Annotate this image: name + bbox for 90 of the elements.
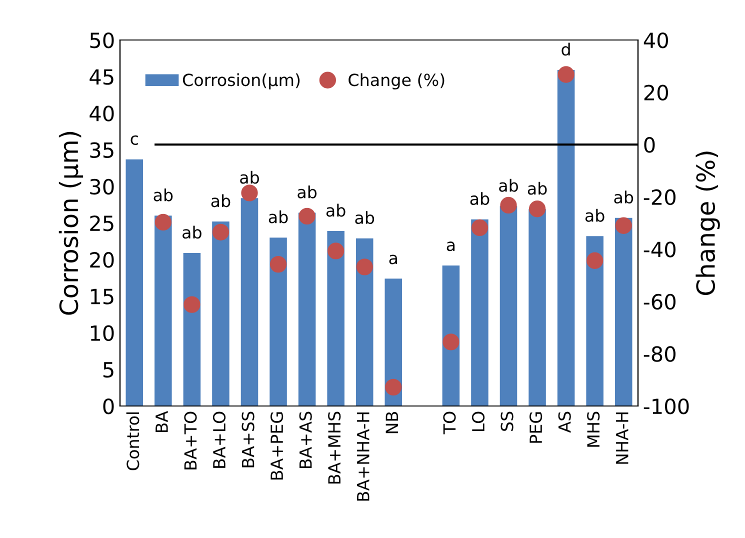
data-label: ab bbox=[355, 211, 374, 224]
point bbox=[328, 242, 344, 260]
x-tick-label: BA+AS bbox=[299, 412, 312, 468]
point bbox=[241, 184, 258, 202]
y-tick-label: 45 bbox=[90, 69, 114, 85]
y-tick-label: 10 bbox=[90, 325, 114, 342]
bar bbox=[270, 238, 287, 406]
y2-tick-label: -100 bbox=[644, 398, 689, 414]
point bbox=[558, 66, 574, 83]
data-label: ab bbox=[614, 190, 634, 204]
bar bbox=[384, 278, 402, 406]
data-label: ab bbox=[499, 178, 518, 192]
point bbox=[184, 296, 200, 313]
x-tick-label: BA bbox=[156, 411, 168, 432]
bar bbox=[442, 265, 460, 406]
bar bbox=[327, 231, 344, 406]
bar bbox=[528, 209, 546, 406]
data-label: ab bbox=[154, 188, 173, 202]
x-tick-label: MHS bbox=[587, 412, 600, 447]
bar bbox=[154, 216, 172, 406]
data-label: ab bbox=[211, 194, 230, 208]
legend-label: Corrosion(µm) bbox=[182, 73, 300, 90]
y2-tick-label: -20 bbox=[644, 189, 676, 206]
y2-tick-label: -40 bbox=[644, 242, 676, 258]
y-tick-label: 0 bbox=[103, 398, 114, 414]
x-tick-label: LO bbox=[472, 412, 485, 432]
data-label: ab bbox=[268, 210, 288, 224]
data-label: d bbox=[562, 42, 570, 56]
x-tick-label: NB bbox=[386, 412, 398, 434]
data-label: ab bbox=[326, 204, 346, 217]
data-label: a bbox=[446, 242, 455, 252]
x-tick-label: BA+NHA-H bbox=[357, 412, 370, 501]
x-tick-label: BA+SS bbox=[242, 412, 254, 468]
x-tick-label: BA+PEG bbox=[270, 412, 284, 480]
data-label: a bbox=[389, 254, 397, 264]
point bbox=[154, 214, 172, 231]
point bbox=[212, 224, 230, 240]
data-label: ab bbox=[240, 170, 259, 184]
y-tick-label: 50 bbox=[90, 32, 114, 48]
y2-tick-label: 20 bbox=[644, 84, 668, 100]
y2-tick-label: -60 bbox=[644, 294, 676, 310]
x-tick-label: Control bbox=[126, 412, 140, 470]
point bbox=[528, 200, 546, 218]
data-label: ab bbox=[298, 186, 317, 198]
bar bbox=[586, 236, 604, 406]
bar bbox=[240, 198, 258, 406]
y-axis-title: Corrosion (µm) bbox=[58, 132, 84, 315]
x-tick-label: PEG bbox=[530, 412, 542, 443]
bar bbox=[212, 222, 230, 406]
bar bbox=[298, 212, 316, 406]
data-label: c bbox=[130, 135, 138, 145]
x-tick-label: TO bbox=[443, 412, 456, 434]
point bbox=[586, 252, 604, 269]
y-tick-label: 30 bbox=[90, 178, 114, 195]
bar bbox=[471, 219, 488, 406]
point bbox=[442, 334, 460, 350]
bar bbox=[614, 218, 632, 406]
x-tick-label: BA+LO bbox=[212, 412, 226, 468]
y-tick-label: 40 bbox=[90, 106, 114, 122]
y2-tick-label: -80 bbox=[644, 346, 676, 362]
bar bbox=[500, 206, 518, 406]
y-tick-label: 35 bbox=[90, 142, 114, 158]
y2-axis-title: Change (%) bbox=[696, 152, 720, 296]
bar bbox=[356, 238, 374, 406]
point bbox=[500, 196, 517, 214]
point bbox=[471, 219, 488, 236]
x-tick-label: BA+MHS bbox=[328, 412, 341, 484]
x-tick-label: AS bbox=[558, 412, 571, 433]
data-label: ab bbox=[585, 208, 604, 222]
point bbox=[298, 208, 316, 225]
y-tick-label: 25 bbox=[90, 215, 114, 232]
data-label: ab bbox=[528, 182, 547, 195]
bar bbox=[126, 159, 144, 406]
bar bbox=[183, 253, 201, 406]
y-tick-label: 5 bbox=[103, 362, 114, 378]
x-tick-label: BA+TO bbox=[184, 412, 197, 470]
point bbox=[356, 258, 373, 276]
data-label: ab bbox=[470, 192, 490, 205]
x-tick-label: NHA-H bbox=[616, 412, 628, 464]
y2-tick-label: 40 bbox=[644, 32, 668, 48]
y2-tick-label: 0 bbox=[644, 137, 655, 153]
x-tick-label: SS bbox=[500, 412, 514, 431]
point bbox=[270, 256, 287, 273]
legend-label: Change (%) bbox=[348, 73, 444, 90]
y-tick-label: 15 bbox=[90, 288, 114, 304]
bar bbox=[557, 70, 575, 406]
y-tick-label: 20 bbox=[90, 252, 114, 268]
point bbox=[615, 217, 632, 234]
point bbox=[385, 378, 402, 396]
data-label: ab bbox=[182, 226, 202, 239]
